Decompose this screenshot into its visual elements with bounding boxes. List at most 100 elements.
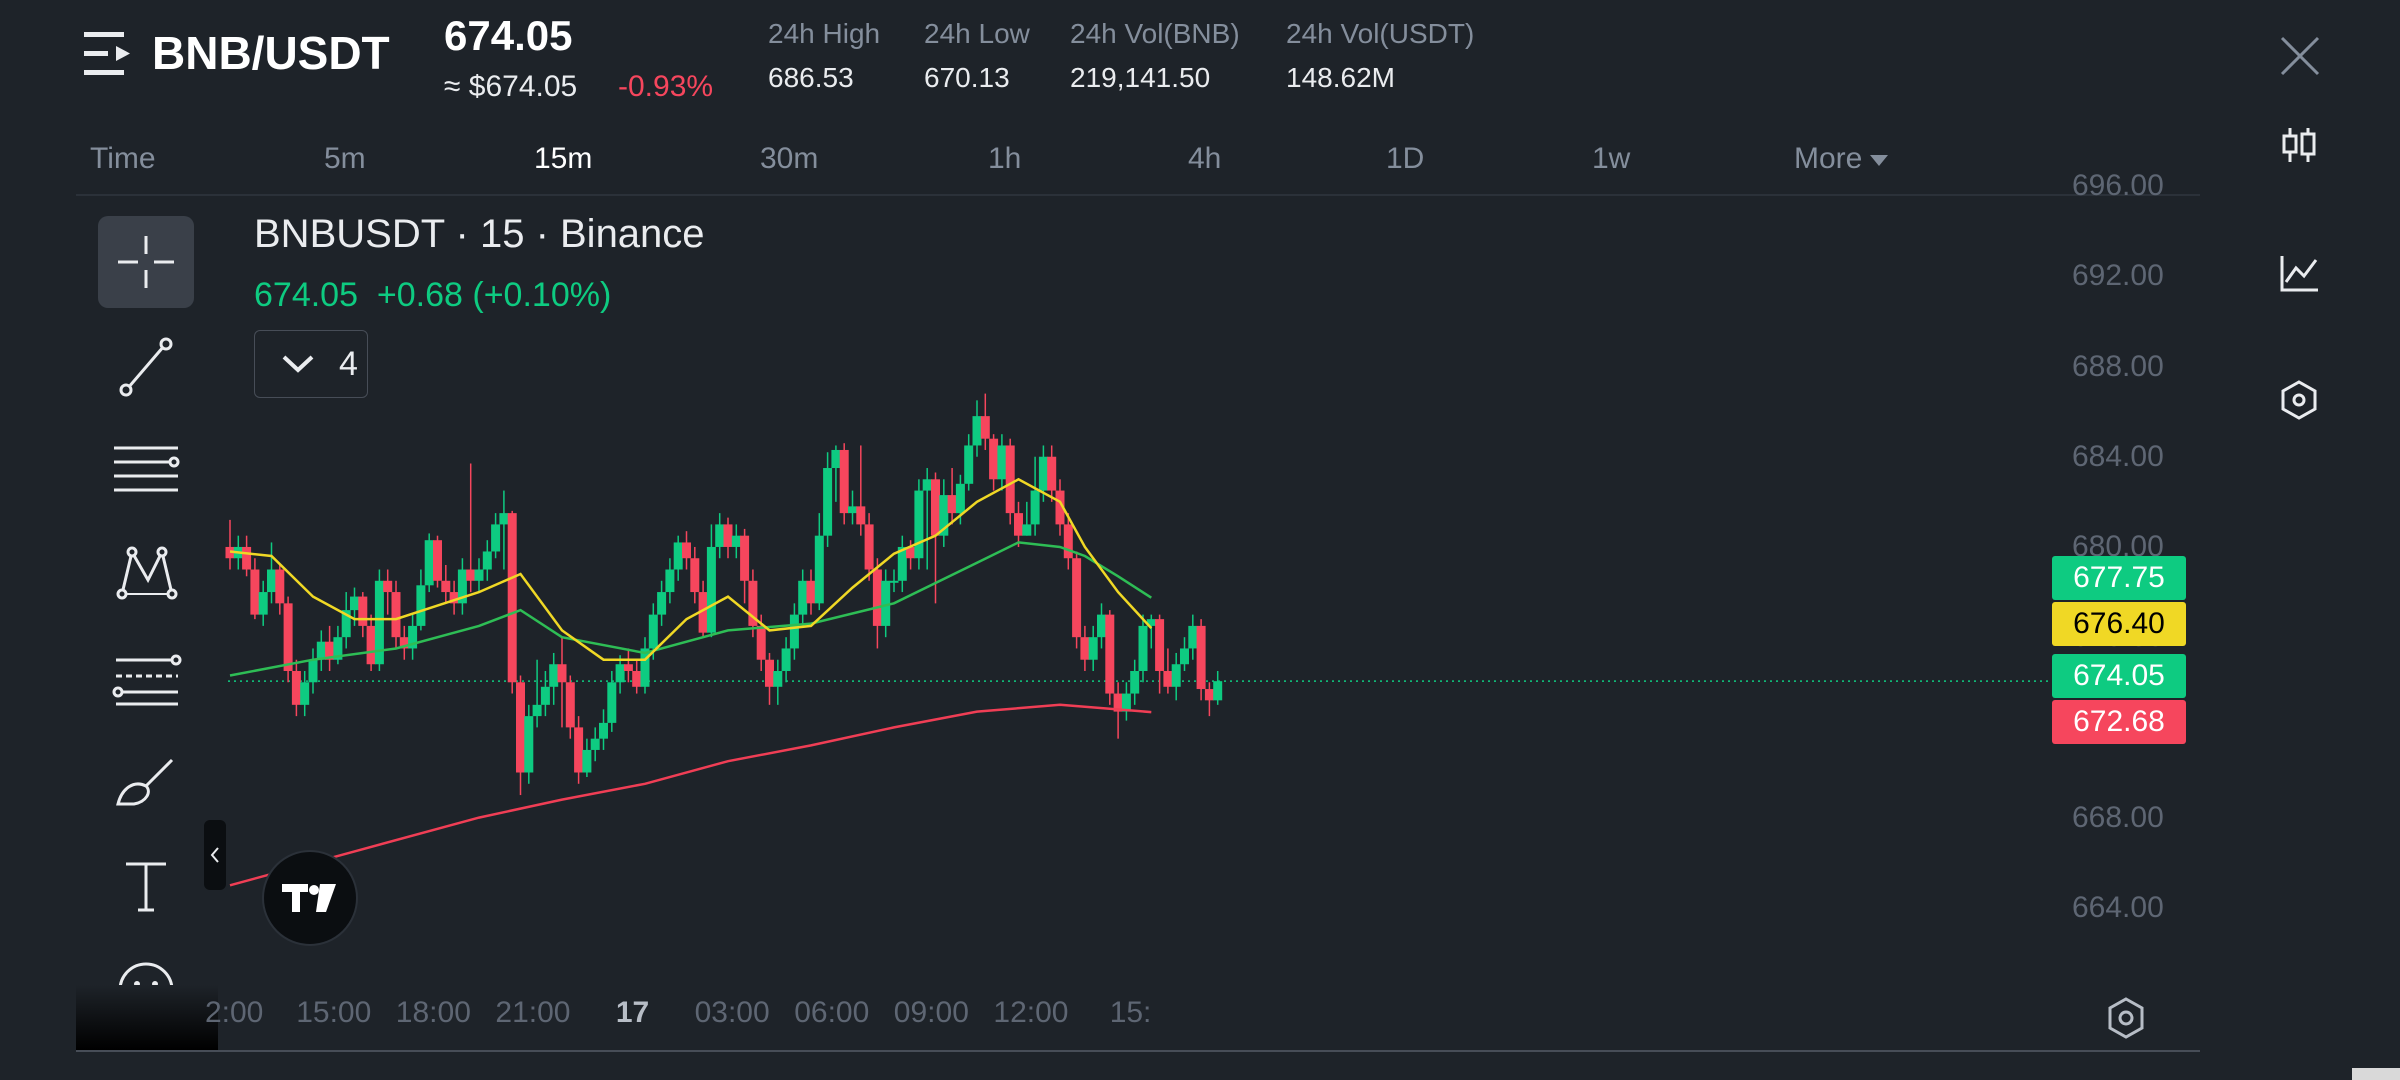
line-chart-icon[interactable] (2280, 254, 2320, 292)
candle-body (1196, 625, 1206, 690)
candlestick-icon[interactable] (2280, 126, 2318, 164)
candle-body (540, 686, 550, 705)
candle-body (283, 603, 293, 672)
price-label-tag: 676.40 (2052, 602, 2186, 646)
candle-body (823, 468, 833, 536)
x-tick-label: 18:00 (395, 996, 471, 1029)
tab-4h[interactable]: 4h (1188, 142, 1222, 175)
candle-body (399, 637, 409, 649)
candle-body (1155, 619, 1165, 672)
pair-name[interactable]: BNB/USDT (152, 27, 390, 79)
candle-body (1105, 614, 1115, 694)
candle-body (789, 614, 799, 649)
candle-body (1130, 671, 1140, 694)
candle-body (765, 659, 774, 687)
y-tick-label: 664.00 (2072, 890, 2164, 924)
last-price: 674.05 (444, 12, 573, 59)
brush-tool[interactable] (98, 736, 194, 828)
candle-body (972, 416, 982, 446)
candle-body (590, 738, 600, 750)
candle-body (690, 558, 700, 593)
tab-5m[interactable]: 5m (324, 142, 366, 175)
stat-vol-bnb-value: 219,141.50 (1070, 62, 1211, 93)
chart-bottom-border (76, 1050, 2200, 1052)
candle-body (665, 569, 675, 593)
chart-last-price: 674.05 (254, 276, 358, 314)
brush-icon (116, 758, 174, 806)
tab-15m[interactable]: 15m (534, 142, 593, 175)
candle-body (383, 580, 393, 593)
chevron-left-icon (210, 847, 219, 863)
candle-body (366, 625, 376, 665)
candle-body (615, 664, 625, 683)
candle-body (640, 648, 650, 687)
settings-hex-icon[interactable] (2280, 380, 2318, 420)
candle-body (623, 664, 633, 672)
trend-line-tool[interactable] (98, 320, 194, 412)
candle-body (781, 648, 791, 672)
x-tick-label: 06:00 (794, 996, 870, 1029)
candle-body (449, 592, 459, 604)
horizontal-lines-tool[interactable] (98, 424, 194, 516)
candle-body (1088, 637, 1098, 660)
candle-body (864, 524, 874, 570)
candle-body (947, 495, 957, 514)
chart-settings-icon[interactable] (2104, 996, 2148, 1040)
tab-30m[interactable]: 30m (760, 142, 819, 175)
candle-body (582, 749, 592, 773)
tradingview-logo[interactable] (262, 850, 358, 946)
candle-body (474, 569, 484, 581)
crosshair-tool[interactable] (98, 216, 194, 308)
candle-body (557, 664, 567, 683)
candle-body (1146, 619, 1156, 626)
toolbar-collapse-button[interactable] (204, 820, 226, 890)
timeframe-bar: Time 5m 15m 30m 1h 4h 1D 1w More (76, 130, 2200, 196)
candle-body (806, 580, 816, 604)
tab-1h[interactable]: 1h (988, 142, 1022, 175)
y-tick-label: 696.00 (2072, 169, 2164, 203)
menu-list-icon[interactable] (84, 32, 134, 76)
tab-1d[interactable]: 1D (1386, 142, 1425, 175)
fib-tool[interactable] (98, 632, 194, 724)
candle-body (325, 641, 335, 660)
candle-body (731, 535, 741, 547)
candle-body (914, 490, 924, 559)
candle-body (524, 716, 534, 773)
tab-time[interactable]: Time (90, 142, 156, 175)
candle-body (507, 513, 517, 683)
candle-body (408, 625, 418, 649)
candle-body (648, 614, 658, 649)
candle-body (1038, 456, 1048, 491)
candle-body (706, 546, 716, 633)
indicator-count: 4 (339, 345, 358, 383)
price-label-tag: 672.68 (2052, 700, 2186, 744)
tab-more[interactable]: More (1794, 142, 1889, 176)
candle-body (275, 569, 285, 604)
candle-body (1055, 490, 1065, 525)
candle-body (532, 704, 542, 717)
horizontal-lines-icon (114, 446, 180, 492)
stat-vol-usdt-value: 148.62M (1286, 62, 1395, 93)
trend-line-icon (119, 337, 173, 397)
candle-body (889, 580, 899, 583)
candle-body (1163, 671, 1173, 687)
candle-body (989, 438, 999, 480)
candle-body (341, 610, 351, 638)
candle-body (756, 625, 766, 660)
candle-body (333, 637, 343, 660)
candle-body (565, 682, 575, 728)
close-icon[interactable] (2278, 34, 2322, 78)
ma-green-line (229, 541, 1152, 677)
candle-body (482, 551, 492, 570)
candle-body (466, 569, 476, 581)
tab-1w[interactable]: 1w (1592, 142, 1631, 175)
candle-body (424, 540, 434, 586)
text-tool[interactable] (98, 840, 194, 932)
candle-body (1005, 445, 1015, 514)
stat-low-label: 24h Low (924, 18, 1030, 49)
candle-body (416, 585, 426, 626)
indicators-toggle[interactable]: 4 (254, 330, 368, 398)
pattern-tool[interactable] (98, 528, 194, 620)
candle-body (673, 542, 683, 570)
